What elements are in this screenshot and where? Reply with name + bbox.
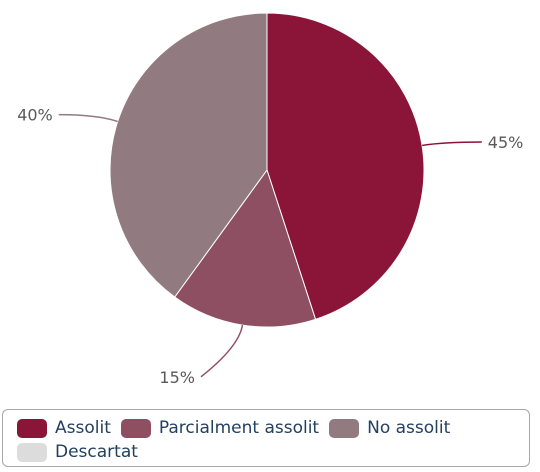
legend-label-descartat: Descartat [55,442,138,462]
leader-line-assolit [421,141,482,147]
legend-item-no-assolit[interactable]: No assolit [329,418,450,438]
chart-legend: Assolit Parcialment assolit No assolit D… [2,409,530,467]
legend-label-parcialment-assolit: Parcialment assolit [158,418,320,438]
pie-label-no-assolit: 40% [17,106,53,125]
leader-line-parcialment-assolit [200,324,244,378]
pie-slice-assolit[interactable] [266,12,425,320]
legend-swatch-no-assolit [329,418,360,438]
legend-item-parcialment-assolit[interactable]: Parcialment assolit [120,418,320,438]
legend-label-no-assolit: No assolit [367,418,451,438]
legend-swatch-parcialment-assolit [120,418,151,438]
legend-swatch-descartat [17,442,47,462]
pie-label-parcialment-assolit: 15% [159,368,195,387]
pie-chart: 45% 15% 40% [17,12,524,387]
legend-item-descartat[interactable]: Descartat [17,442,138,462]
legend-swatch-assolit [17,418,47,438]
legend-item-assolit[interactable]: Assolit [17,418,111,438]
pie-slice-parcialment-assolit[interactable] [174,168,317,328]
leader-line-no-assolit [58,113,118,123]
legend-label-assolit: Assolit [55,418,111,438]
pie-label-assolit: 45% [488,133,524,152]
